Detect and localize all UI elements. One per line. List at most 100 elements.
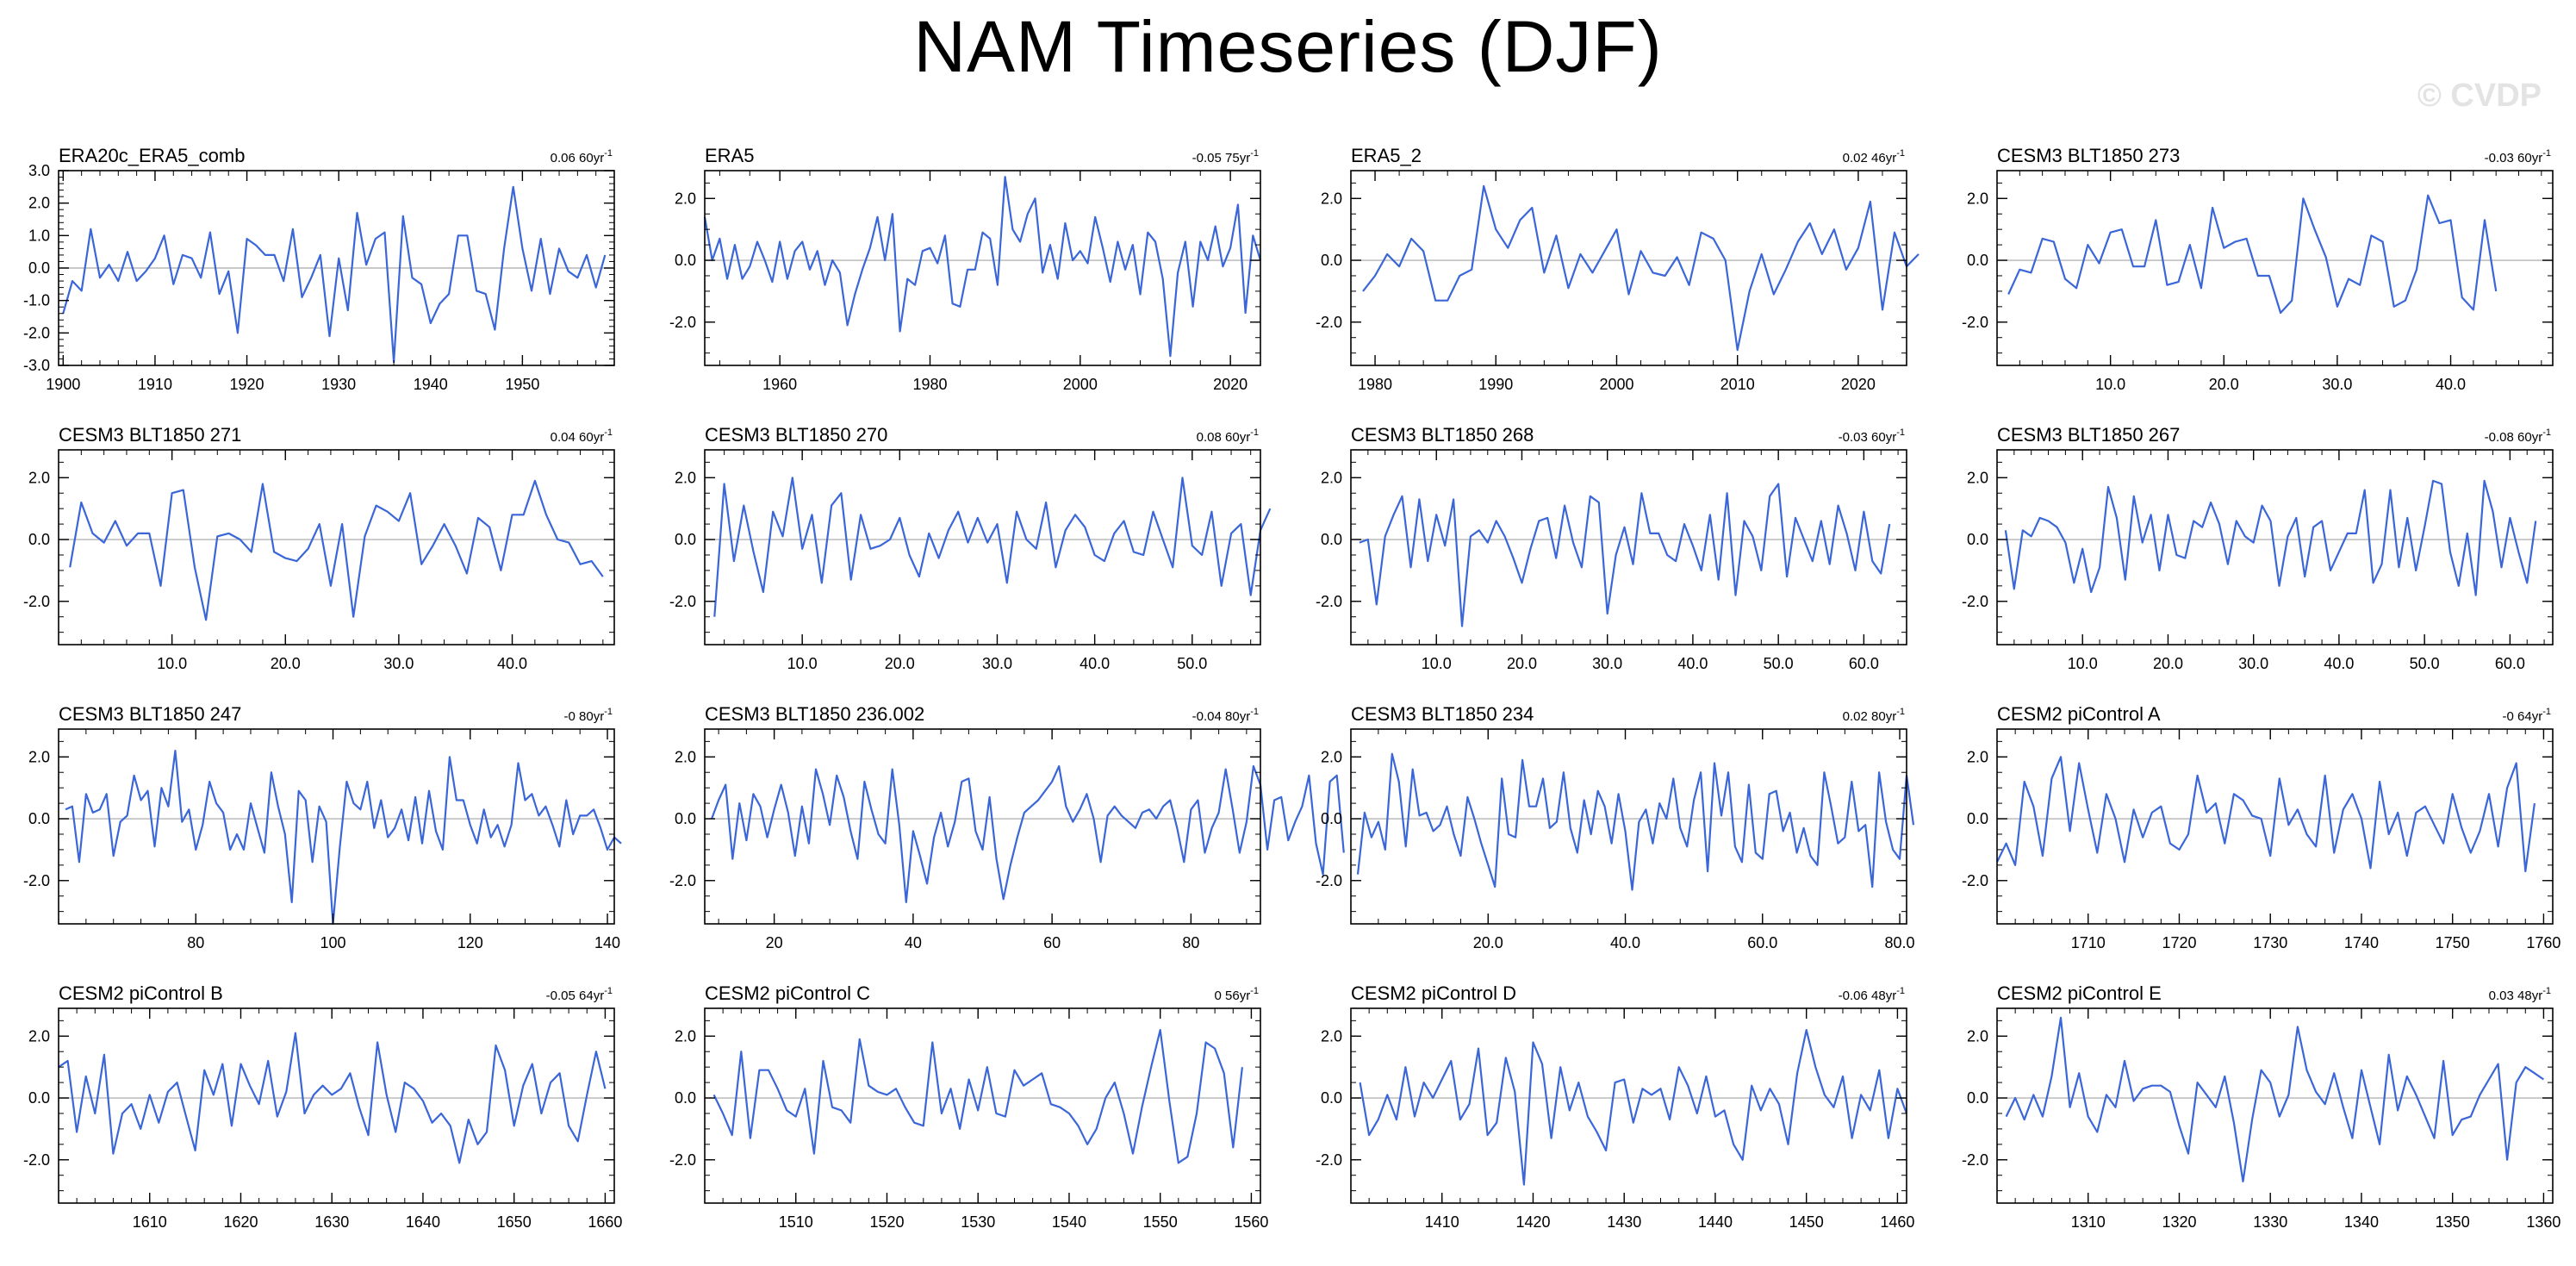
y-tick-label: 2.0	[1321, 1027, 1342, 1045]
y-tick-label: 0.0	[28, 531, 50, 548]
y-tick-label: -2.0	[669, 872, 696, 889]
panel-14: CESM2 piControl C 0 56yr-1 -2.0 0.0 2.0 1510 1…	[669, 982, 1268, 1231]
x-tick-label: 1360	[2526, 1213, 2560, 1231]
y-tick-label: 2.0	[1967, 469, 1988, 486]
x-tick-label: 1430	[1607, 1213, 1641, 1231]
y-tick-label: 2.0	[675, 190, 696, 207]
x-tick-label: 20	[766, 934, 783, 951]
y-tick-label: -2.0	[1962, 314, 1988, 331]
x-tick-label: 50.0	[1764, 655, 1794, 672]
x-tick-label: 30.0	[982, 655, 1012, 672]
y-tick-label: -2.0	[1316, 1151, 1342, 1169]
trend-label: -0.06 48yr-1	[1839, 986, 1905, 1003]
x-tick-label: 1510	[779, 1213, 813, 1231]
plot-frame	[58, 449, 615, 645]
x-tick-label: 1650	[497, 1213, 532, 1231]
trend-label: -0 80yr-1	[564, 707, 613, 724]
plot-frame	[1996, 1007, 2554, 1204]
panel-title: CESM2 piControl B	[59, 982, 223, 1004]
y-tick-label: 2.0	[675, 748, 696, 765]
series-line	[62, 185, 607, 364]
x-tick-label: 40	[905, 934, 922, 951]
x-tick-label: 20.0	[271, 655, 301, 672]
y-tick-label: 0.0	[1321, 810, 1342, 827]
x-tick-label: 1630	[314, 1213, 349, 1231]
x-tick-label: 40.0	[2436, 376, 2466, 393]
trend-label: 0.06 60yr-1	[551, 148, 613, 165]
trend-label: 0.02 80yr-1	[1843, 707, 1905, 724]
panel-title: CESM2 piControl E	[1997, 982, 2162, 1004]
y-tick-label: 0.0	[1967, 1089, 1988, 1107]
y-tick-label: -2.0	[1962, 593, 1988, 610]
x-tick-label: 1530	[961, 1213, 995, 1231]
y-tick-label: 2.0	[1967, 748, 1988, 765]
y-tick-label: 2.0	[28, 469, 50, 486]
x-tick-label: 1340	[2344, 1213, 2379, 1231]
plot-frame	[704, 1007, 1261, 1204]
x-tick-label: 2010	[1720, 376, 1755, 393]
trend-label: -0.04 80yr-1	[1192, 707, 1259, 724]
y-tick-label: -2.0	[669, 593, 696, 610]
panel-10: CESM3 BLT1850 236.002 -0.04 80yr-1 -2.0 0.0…	[669, 703, 1345, 951]
y-tick-label: -2.0	[1962, 1151, 1988, 1169]
x-tick-label: 60.0	[1747, 934, 1777, 951]
trend-label: -0.05 75yr-1	[1192, 148, 1259, 165]
x-tick-label: 30.0	[2238, 655, 2268, 672]
plot-frame	[58, 1007, 615, 1204]
y-tick-label: -1.0	[23, 292, 50, 309]
plot-frame	[704, 449, 1261, 645]
series-line	[712, 1028, 1243, 1164]
y-tick-label: 0.0	[675, 252, 696, 269]
series-line	[69, 479, 604, 621]
y-tick-label: -2.0	[1316, 314, 1342, 331]
y-tick-label: 0.0	[675, 1089, 696, 1107]
panel-title: ERA5	[705, 145, 754, 166]
series-line	[1359, 1028, 1908, 1186]
x-tick-label: 1540	[1052, 1213, 1086, 1231]
panel-1: ERA20c_ERA5_comb 0.06 60yr-1 -3.0 -2.0 -1.0 0…	[23, 145, 615, 393]
series-line	[1359, 483, 1891, 627]
x-tick-label: 1620	[223, 1213, 258, 1231]
panel-3: ERA5_2 0.02 46yr-1 -2.0 0.0 2.0 1980 1990 2000 2…	[1316, 145, 1920, 393]
x-tick-label: 1450	[1789, 1213, 1824, 1231]
watermark: © CVDP	[2417, 78, 2542, 114]
y-tick-label: 2.0	[1967, 190, 1988, 207]
y-tick-label: 2.0	[675, 1027, 696, 1045]
series-line	[1362, 184, 1920, 352]
panel-13: CESM2 piControl B -0.05 64yr-1 -2.0 0.0 2.0 1…	[23, 982, 622, 1231]
x-tick-label: 1910	[138, 376, 172, 393]
trend-label: -0.03 60yr-1	[1839, 427, 1905, 445]
y-tick-label: -2.0	[1316, 593, 1342, 610]
x-tick-label: 40.0	[1080, 655, 1110, 672]
x-tick-label: 1940	[414, 376, 448, 393]
y-tick-label: 0.0	[1967, 531, 1988, 548]
x-tick-label: 50.0	[1177, 655, 1207, 672]
x-tick-label: 1320	[2162, 1213, 2196, 1231]
series-line	[58, 1032, 607, 1164]
series-line	[65, 749, 622, 926]
plot-frame	[1996, 449, 2554, 645]
series-line	[703, 176, 1262, 358]
x-tick-label: 80	[187, 934, 204, 951]
y-tick-label: 2.0	[28, 195, 50, 212]
y-tick-label: -2.0	[23, 872, 50, 889]
y-tick-label: 1.0	[28, 227, 50, 244]
y-tick-label: 3.0	[28, 162, 50, 179]
x-tick-label: 1720	[2162, 934, 2196, 951]
y-tick-label: 0.0	[675, 531, 696, 548]
panel-5: CESM3 BLT1850 271 0.04 60yr-1 -2.0 0.0 2.0 10…	[23, 424, 615, 672]
panel-6: CESM3 BLT1850 270 0.08 60yr-1 -2.0 0.0 2.0 10…	[669, 424, 1272, 672]
panel-2: ERA5 -0.05 75yr-1 -2.0 0.0 2.0 1960 1980 2000 20…	[669, 145, 1262, 393]
x-tick-label: 1900	[46, 376, 80, 393]
x-tick-label: 1730	[2253, 934, 2287, 951]
panel-4: CESM3 BLT1850 273 -0.03 60yr-1 -2.0 0.0 2.0 1…	[1962, 145, 2554, 393]
panel-title: CESM2 piControl D	[1351, 982, 1516, 1004]
x-tick-label: 50.0	[2410, 655, 2440, 672]
x-tick-label: 30.0	[383, 655, 414, 672]
y-tick-label: 2.0	[28, 748, 50, 765]
trend-label: 0.04 60yr-1	[551, 427, 613, 445]
plot-frame	[1350, 728, 1907, 925]
x-tick-label: 40.0	[497, 655, 527, 672]
y-tick-label: -2.0	[1316, 872, 1342, 889]
